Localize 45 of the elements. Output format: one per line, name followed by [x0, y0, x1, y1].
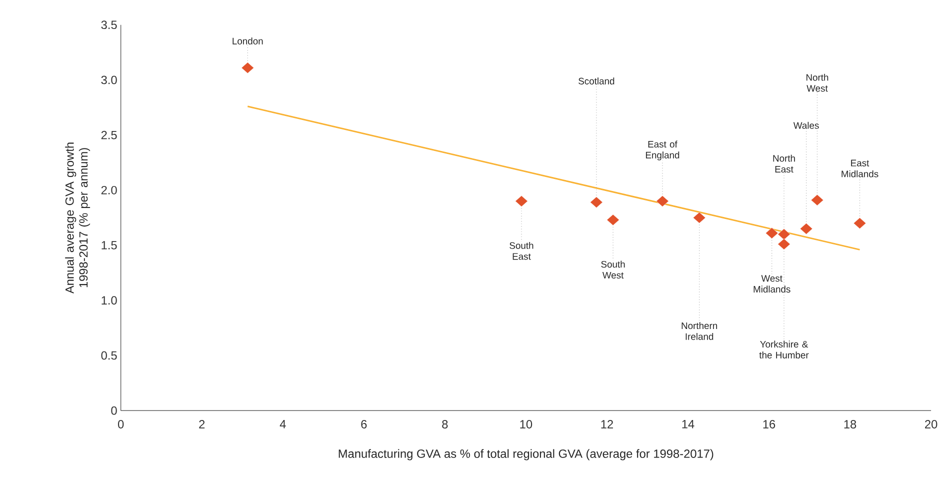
- y-tick-label: 3.0: [101, 76, 117, 84]
- x-tick-label: 0: [118, 420, 124, 428]
- annotation: London: [232, 38, 263, 44]
- y-tick-label: 0: [111, 406, 117, 415]
- annotation: Yorkshire & the Humber: [759, 340, 809, 358]
- x-tick-label: 12: [601, 420, 613, 428]
- x-tick-label: 4: [280, 420, 286, 428]
- point: [810, 194, 824, 206]
- x-tick-label: 16: [763, 420, 776, 428]
- y-tick-label: 2.0: [101, 186, 117, 194]
- annotation: North West: [806, 74, 828, 92]
- y-axis-title: Annual average GVA growth 1998-2017 (% per annum): [65, 142, 90, 294]
- point: [515, 196, 528, 207]
- point: [778, 228, 790, 240]
- x-tick-label: 10: [520, 420, 532, 428]
- annotation: West Midlands: [754, 275, 790, 293]
- x-tick-label: 20: [925, 420, 938, 428]
- point: [606, 214, 620, 226]
- x-tick-label: 6: [361, 420, 367, 428]
- y-tick-label: 1.5: [102, 241, 117, 250]
- point: [590, 196, 603, 208]
- annotation: South West: [601, 260, 625, 278]
- y-tick-label: 0.5: [101, 351, 117, 360]
- point: [853, 218, 866, 229]
- annotation: North East: [773, 154, 795, 173]
- y-tick-label: 1.0: [102, 296, 117, 305]
- annotation: Scotland: [578, 78, 614, 84]
- annotation: East of England: [646, 140, 680, 160]
- point: [800, 223, 813, 234]
- y-tick-label: 3.5: [101, 20, 117, 30]
- point: [693, 212, 706, 224]
- point: [778, 238, 790, 250]
- point: [241, 62, 254, 74]
- y-tick-label: 2.5: [101, 130, 117, 140]
- annotation: Wales: [793, 122, 819, 129]
- x-tick-label: 8: [442, 420, 448, 428]
- point: [656, 196, 669, 207]
- point: [766, 227, 778, 239]
- annotation: Northern Ireland: [682, 322, 718, 340]
- annotation: South East: [510, 242, 534, 260]
- x-tick-label: 2: [199, 420, 205, 428]
- annotation: East Midlands: [842, 160, 878, 178]
- x-axis-title: Manufacturing GVA as % of total regional GVA (average for 1998-2017): [338, 449, 714, 460]
- x-tick-label: 14: [682, 420, 694, 428]
- x-tick-label: 18: [844, 420, 856, 428]
